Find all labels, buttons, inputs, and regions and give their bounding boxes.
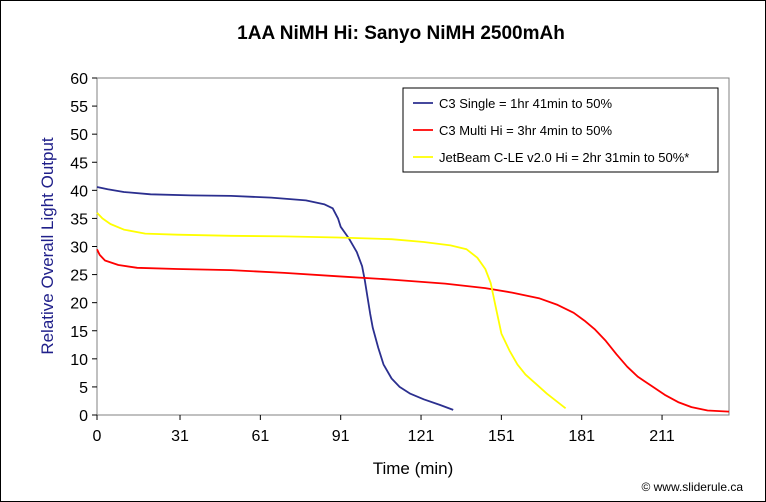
- legend: C3 Single = 1hr 41min to 50% C3 Multi Hi …: [402, 87, 719, 173]
- series-line-3: [96, 212, 567, 410]
- x-tick-label: 61: [251, 428, 269, 445]
- series-lines: [96, 186, 730, 413]
- y-tick-label: 10: [70, 352, 88, 369]
- legend-label: C3 Multi Hi = 3hr 4min to 50%: [439, 123, 612, 138]
- x-tick-label: 211: [649, 428, 675, 445]
- x-tick-label: 31: [171, 428, 189, 445]
- x-tick-label: 0: [93, 428, 102, 445]
- x-tick-label: 91: [332, 428, 350, 445]
- credit-text: © www.sliderule.ca: [641, 480, 743, 494]
- chart-title: 1AA NiMH Hi: Sanyo NiMH 2500mAh: [237, 23, 565, 44]
- x-axis: 0 31 61 91 121 151 181 211: [93, 415, 675, 445]
- series-line-1: [96, 186, 454, 411]
- y-tick-label: 25: [70, 268, 88, 285]
- y-tick-label: 55: [70, 99, 88, 116]
- y-axis-label: Relative Overall Light Output: [38, 137, 57, 355]
- y-tick-label: 35: [70, 211, 88, 228]
- y-tick-label: 40: [70, 183, 88, 200]
- x-tick-label: 121: [408, 428, 435, 445]
- x-tick-label: 151: [488, 428, 515, 445]
- y-tick-label: 30: [70, 240, 88, 257]
- y-tick-label: 5: [79, 380, 88, 397]
- y-tick-label: 60: [70, 71, 88, 88]
- x-tick-label: 181: [568, 428, 595, 445]
- y-tick-label: 20: [70, 296, 88, 313]
- y-tick-label: 45: [70, 155, 88, 172]
- y-tick-label: 0: [79, 408, 88, 425]
- y-tick-label: 15: [70, 324, 88, 341]
- series-line-2: [96, 248, 730, 413]
- legend-box: [402, 87, 719, 173]
- x-axis-label: Time (min): [373, 459, 454, 478]
- legend-items: C3 Single = 1hr 41min to 50% C3 Multi Hi …: [413, 96, 689, 165]
- y-axis: 0 5 10 15 20 25 30 35 40 45 50 55 60: [70, 71, 97, 425]
- legend-label: C3 Single = 1hr 41min to 50%: [439, 96, 613, 111]
- y-tick-label: 50: [70, 127, 88, 144]
- legend-label: JetBeam C-LE v2.0 Hi = 2hr 31min to 50%*: [439, 150, 689, 165]
